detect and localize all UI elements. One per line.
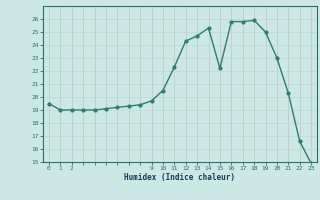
X-axis label: Humidex (Indice chaleur): Humidex (Indice chaleur) bbox=[124, 173, 236, 182]
